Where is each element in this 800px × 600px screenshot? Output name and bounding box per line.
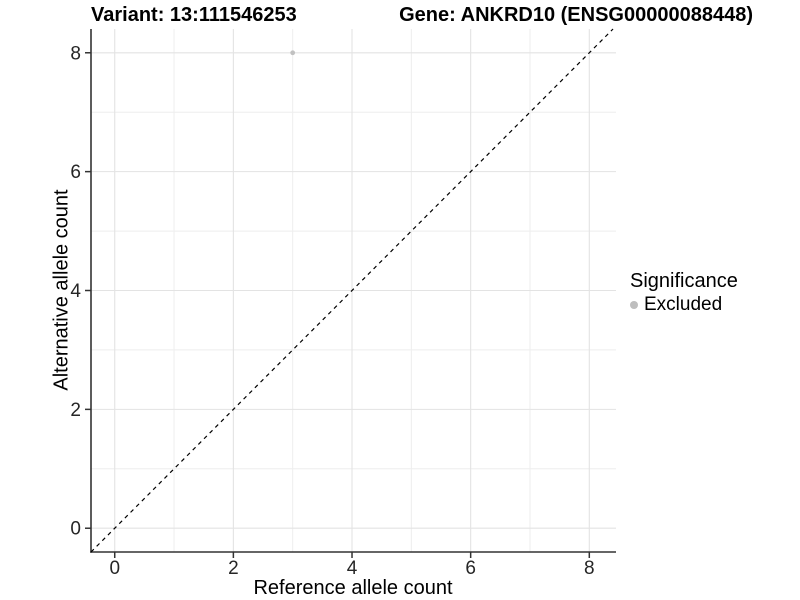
y-tick-label: 8: [70, 43, 81, 64]
x-tick-label: 4: [347, 558, 358, 579]
legend: Significance Excluded: [630, 269, 738, 316]
plot-title-row: Variant: 13:111546253 Gene: ANKRD10 (ENS…: [91, 2, 753, 28]
x-tick-label: 2: [228, 558, 239, 579]
y-tick-label: 4: [70, 281, 81, 302]
y-tick-label: 0: [70, 519, 81, 540]
plot-title-gene: Gene: ANKRD10 (ENSG00000088448): [399, 4, 753, 26]
legend-item-label: Excluded: [644, 294, 723, 315]
y-tick-label: 2: [70, 400, 81, 421]
legend-item-excluded: Excluded: [630, 294, 738, 316]
y-tick-label: 6: [70, 162, 81, 183]
legend-title: Significance: [630, 270, 738, 292]
plot-title-variant: Variant: 13:111546253: [91, 4, 297, 26]
legend-point-icon: [630, 301, 638, 309]
y-axis-title: Alternative allele count: [50, 189, 73, 391]
x-tick-label: 0: [109, 558, 120, 579]
x-axis-title: Reference allele count: [253, 577, 453, 599]
identity-dashed-line: [90, 28, 614, 553]
data-point: [290, 50, 296, 56]
x-tick-label: 6: [465, 558, 476, 579]
x-tick-label: 8: [584, 558, 595, 579]
